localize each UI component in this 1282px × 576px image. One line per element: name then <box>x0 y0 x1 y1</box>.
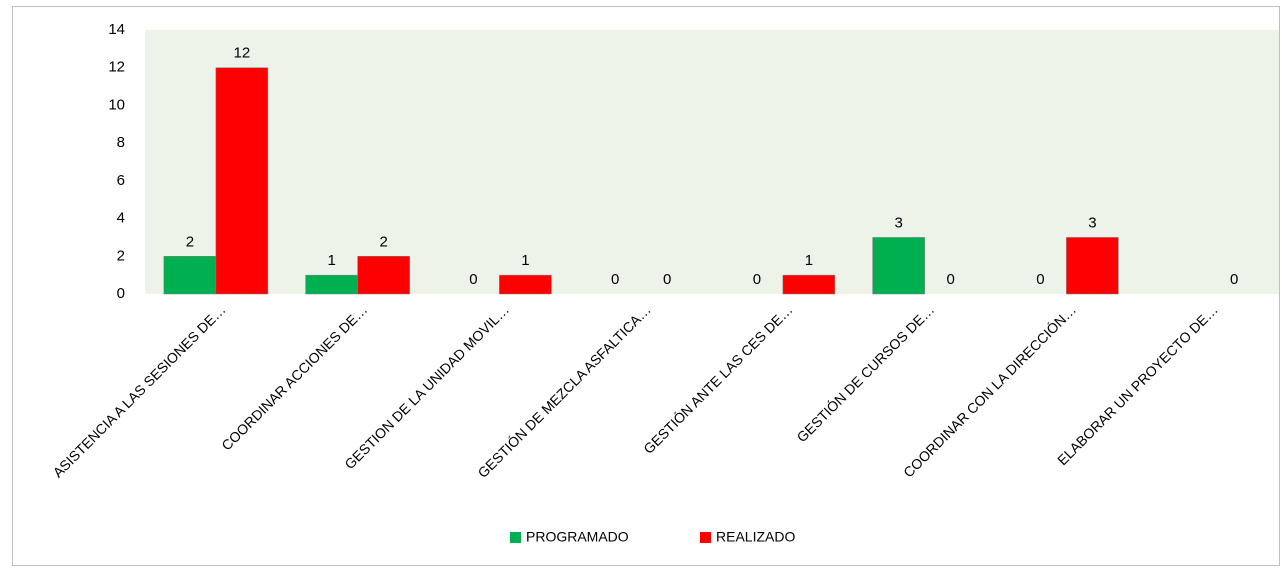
data-label: 3 <box>894 214 902 231</box>
data-label: 0 <box>1230 271 1238 288</box>
legend-label: REALIZADO <box>716 529 795 545</box>
data-label: 0 <box>946 271 954 288</box>
data-label: 1 <box>521 252 529 269</box>
y-tick-label: 8 <box>117 134 125 151</box>
y-tick-label: 12 <box>108 59 125 76</box>
data-label: 2 <box>186 233 194 250</box>
y-tick-label: 2 <box>117 247 125 264</box>
bar <box>1066 237 1119 295</box>
data-label: 12 <box>234 45 251 62</box>
data-label: 0 <box>663 271 671 288</box>
bar <box>215 67 269 295</box>
data-label: 3 <box>1088 214 1096 231</box>
y-tick-label: 4 <box>117 210 125 227</box>
data-label: 0 <box>611 271 619 288</box>
bar <box>163 256 217 295</box>
legend-swatch <box>510 532 521 543</box>
legend-label: PROGRAMADO <box>526 529 629 545</box>
bar <box>357 256 410 295</box>
bar <box>872 237 925 295</box>
data-label: 0 <box>469 271 477 288</box>
y-tick-label: 0 <box>117 285 125 302</box>
data-label: 2 <box>379 233 387 250</box>
bar <box>782 274 836 295</box>
bar <box>499 274 552 295</box>
data-label: 1 <box>805 252 813 269</box>
data-label: 1 <box>327 252 335 269</box>
y-tick-label: 6 <box>117 172 125 189</box>
y-tick-label: 10 <box>108 96 125 113</box>
data-label: 0 <box>753 271 761 288</box>
data-label: 0 <box>1036 271 1044 288</box>
y-tick-label: 14 <box>108 21 125 38</box>
legend-swatch <box>700 532 711 543</box>
bar <box>305 274 358 295</box>
